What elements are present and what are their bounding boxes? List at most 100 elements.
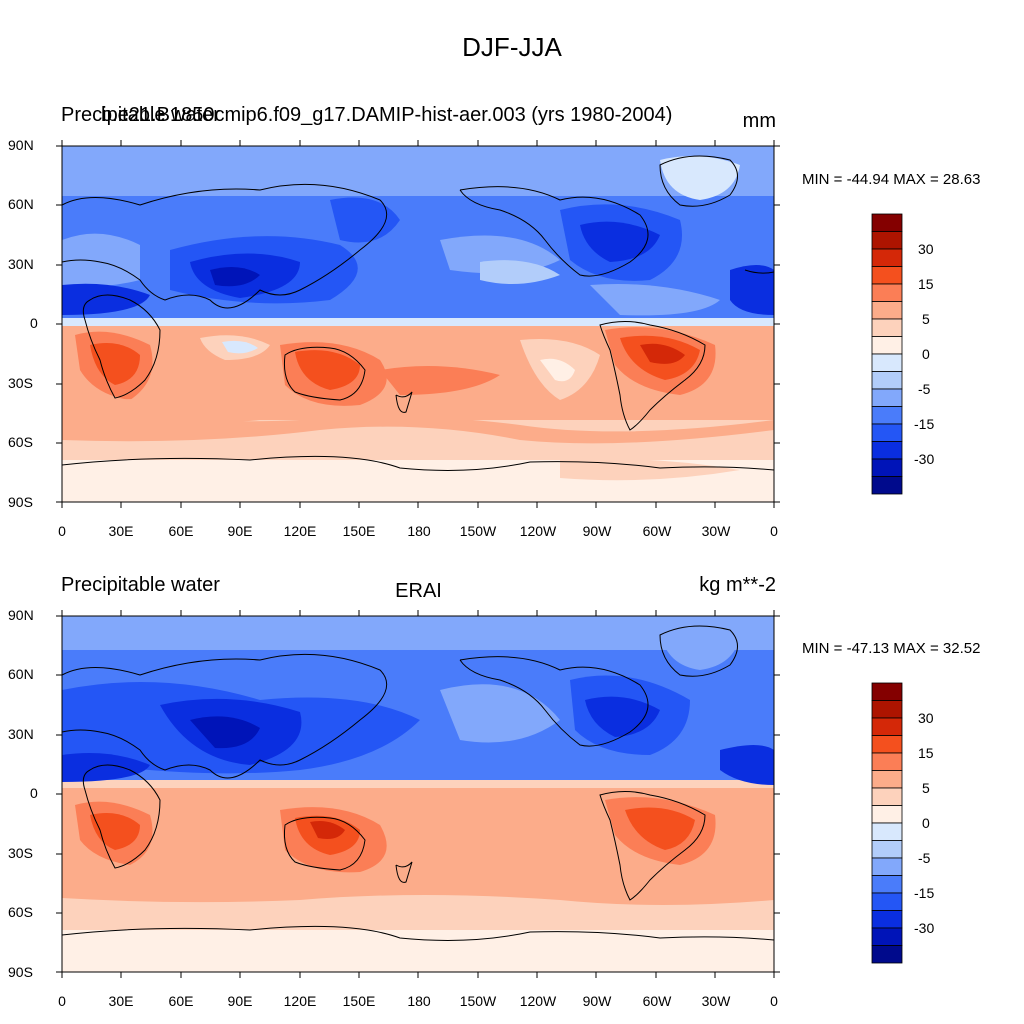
panel1-case-title: b.e21.B1850cmip6.f09_g17.DAMIP-hist-aer.… [101,104,673,126]
colorbar-swatch [871,248,903,267]
colorbar-swatch [871,840,903,859]
panel2-xtick-label: 30E [108,993,134,1009]
panel1-xtick-label: 0 [770,523,778,539]
panel1-ytick-label: 60S [8,434,33,450]
panel2-ytick-label: 60S [8,904,33,920]
colorbar-swatch [871,892,903,911]
colorbar-swatch [871,336,903,355]
panel2-map [62,616,774,972]
panel1-xtick-label: 150W [459,523,497,539]
panel2-xtick-label: 180 [407,993,431,1009]
panel2-xtick-label: 120E [283,993,317,1009]
colorbar-swatch [871,301,903,320]
panel1-colorbar-label: 30 [918,241,934,257]
panel1-frame [56,140,780,508]
panel2-ytick-label: 0 [30,785,38,801]
panel1-xtick-label: 150E [342,523,376,539]
colorbar-swatch [871,406,903,425]
panel1-xtick-label: 90W [582,523,612,539]
colorbar-swatch [871,910,903,929]
panel1-xtick-label: 180 [407,523,431,539]
panel2-ytick-label: 90N [8,607,34,623]
colorbar-swatch [871,927,903,946]
panel2-xtick-label: 60W [642,993,672,1009]
panel1-colorbar [871,213,903,495]
panel1-xtick-label: 60E [168,523,194,539]
figure-title: DJF-JJA [462,32,562,62]
panel1-xtick-label: 120E [283,523,317,539]
panel1-xtick-label: 60W [642,523,672,539]
panel2-colorbar [871,682,903,964]
panel2-xtick-label: 90W [582,993,612,1009]
colorbar-swatch [871,682,903,701]
panel1-xtick-label: 30E [108,523,134,539]
panel2-colorbar-label: 15 [918,745,934,761]
panel2-colorbar-label: 5 [922,780,930,796]
panel2-xtick-label: 60E [168,993,194,1009]
panel2-ytick-label: 30N [8,726,34,742]
panel2-colorbar-label: -30 [914,920,935,936]
panel2-units: kg m**-2 [699,574,776,596]
colorbar-swatch [871,388,903,407]
panel1-ytick-label: 30S [8,375,33,391]
colorbar-swatch [871,717,903,736]
panel2-xtick-label: 0 [770,993,778,1009]
colorbar-swatch [871,266,903,285]
panel2-xtick-label: 150E [342,993,376,1009]
colorbar-swatch [871,476,903,495]
panel2-min-max: MIN = -47.13 MAX = 32.52 [802,640,981,657]
colorbar-swatch [871,822,903,841]
colorbar-swatch [871,805,903,824]
colorbar-swatch [871,857,903,876]
panel1-ytick-label: 0 [30,315,38,331]
panel1-xtick-label: 90E [227,523,253,539]
panel1-xtick-label: 120W [519,523,557,539]
panel2-coastlines [62,625,774,941]
panel2-ytick-label: 90S [8,964,33,980]
panel1-colorbar-label: -5 [918,381,931,397]
panel2-colorbar-label: 30 [918,710,934,726]
panel1-colorbar-label: -30 [914,451,935,467]
colorbar-swatch [871,371,903,390]
panel1-left-title: Precipitable water [61,104,220,126]
colorbar-swatch [871,875,903,894]
colorbar-swatch [871,945,903,964]
panel1-min-max: MIN = -44.94 MAX = 28.63 [802,171,981,188]
panel2-frame [56,610,780,978]
panel2-xtick-label: 30W [701,993,731,1009]
panel2-ytick-label: 60N [8,666,34,682]
panel1-colorbar-label: 0 [922,346,930,362]
panel2-left-title: Precipitable water [61,574,220,596]
panel1-ytick-label: 60N [8,196,34,212]
panel1-colorbar-label: -15 [914,416,935,432]
panel1-map [62,146,774,502]
panel1-ytick-label: 30N [8,256,34,272]
panel2-xtick-label: 0 [58,993,66,1009]
panel2-center-title: ERAI [395,580,442,602]
panel2-colorbar-label: -5 [918,850,931,866]
panel1-colorbar-label: 15 [918,276,934,292]
colorbar-swatch [871,700,903,719]
panel1-ytick-label: 90N [8,137,34,153]
colorbar-swatch [871,213,903,232]
panel2-ytick-label: 30S [8,845,33,861]
panel2-xtick-label: 120W [519,993,557,1009]
colorbar-swatch [871,441,903,460]
panel1-xtick-label: 30W [701,523,731,539]
colorbar-swatch [871,735,903,754]
panel2-colorbar-label: -15 [914,885,935,901]
colorbar-swatch [871,353,903,372]
colorbar-swatch [871,423,903,442]
colorbar-swatch [871,752,903,771]
colorbar-swatch [871,283,903,302]
colorbar-swatch [871,787,903,806]
panel1-xtick-label: 0 [58,523,66,539]
colorbar-swatch [871,770,903,789]
colorbar-swatch [871,458,903,477]
panel2-xtick-label: 150W [459,993,497,1009]
colorbar-swatch [871,318,903,337]
panel1-coastlines [62,155,774,471]
panel1-units: mm [742,110,776,132]
panel2-colorbar-label: 0 [922,815,930,831]
